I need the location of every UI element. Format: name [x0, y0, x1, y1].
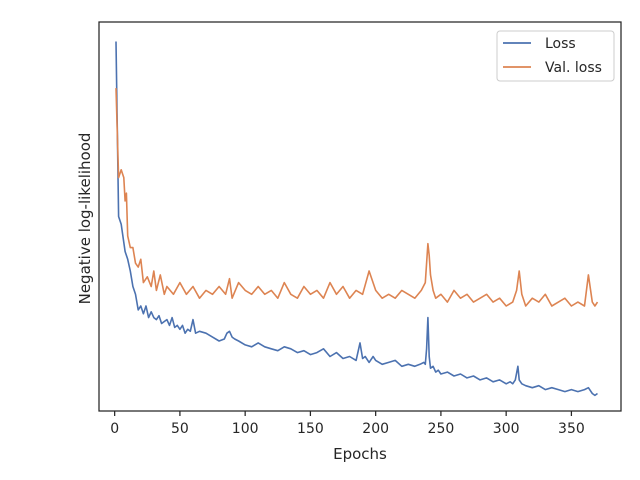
x-axis-ticks: 0 50 100 150 200 250 300 350 [110, 411, 585, 437]
x-tick-label: 100 [232, 421, 259, 437]
x-tick-label: 50 [171, 421, 189, 437]
x-tick-label: 150 [297, 421, 324, 437]
x-axis-label: Epochs [333, 445, 387, 463]
plot-lines [115, 41, 599, 397]
x-tick-label: 300 [493, 421, 520, 437]
legend-label: Val. loss [545, 60, 602, 76]
x-tick-label: 0 [110, 421, 119, 437]
x-tick-label: 200 [362, 421, 389, 437]
y-axis-label: Negative log-likelihood [76, 133, 94, 305]
series-line-0 [115, 41, 598, 397]
x-tick-label: 250 [428, 421, 455, 437]
x-tick-label: 350 [558, 421, 585, 437]
plot-frame [98, 21, 622, 412]
legend-label: Loss [545, 36, 576, 52]
series-line-1 [115, 88, 599, 307]
legend: Loss Val. loss [496, 30, 615, 82]
